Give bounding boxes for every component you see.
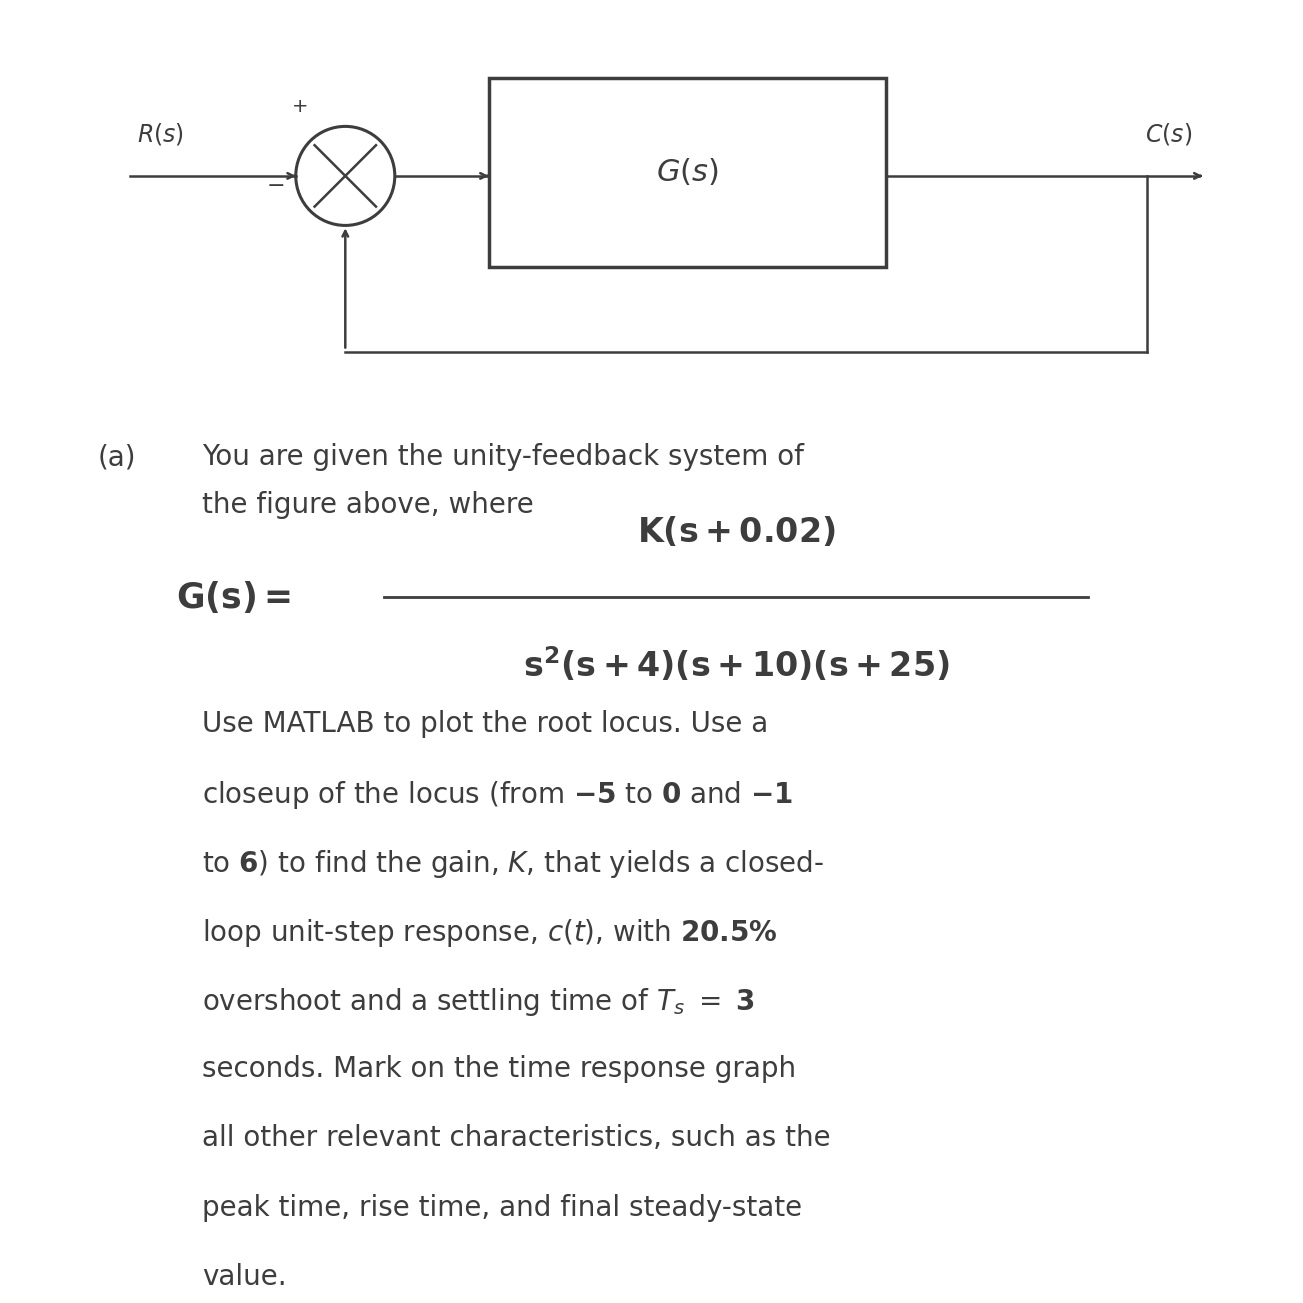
Text: the figure above, where: the figure above, where bbox=[202, 491, 534, 519]
Text: $C(s)$: $C(s)$ bbox=[1145, 121, 1192, 147]
Text: seconds. Mark on the time response graph: seconds. Mark on the time response graph bbox=[202, 1055, 796, 1083]
Text: loop unit-step response, $\mathit{c(t)}$, with $\mathbf{20.5\%}$: loop unit-step response, $\mathit{c(t)}$… bbox=[202, 917, 778, 950]
Text: +: + bbox=[292, 96, 308, 116]
Text: $R(s)$: $R(s)$ bbox=[137, 121, 184, 147]
Text: (a): (a) bbox=[98, 443, 137, 470]
Text: value.: value. bbox=[202, 1263, 287, 1290]
Bar bbox=[489, 78, 886, 267]
Text: peak time, rise time, and final steady-state: peak time, rise time, and final steady-s… bbox=[202, 1194, 803, 1221]
Text: You are given the unity-feedback system of: You are given the unity-feedback system … bbox=[202, 443, 804, 470]
Text: to $\mathbf{6}$) to find the gain, $\mathit{K}$, that yields a closed-: to $\mathbf{6}$) to find the gain, $\mat… bbox=[202, 848, 823, 881]
Text: −: − bbox=[267, 176, 285, 195]
Text: closeup of the locus (from $\mathbf{-5}$ to $\mathbf{0}$ and $\mathbf{-1}$: closeup of the locus (from $\mathbf{-5}$… bbox=[202, 779, 794, 812]
Text: overshoot and a settling time of $\mathit{T_s}$ $=$ $\mathbf{3}$: overshoot and a settling time of $\mathi… bbox=[202, 986, 754, 1019]
Text: all other relevant characteristics, such as the: all other relevant characteristics, such… bbox=[202, 1124, 830, 1152]
Text: $G(s)$: $G(s)$ bbox=[655, 158, 719, 188]
Text: Use MATLAB to plot the root locus. Use a: Use MATLAB to plot the root locus. Use a bbox=[202, 710, 769, 737]
Text: $\mathbf{K(s+0.02)}$: $\mathbf{K(s+0.02)}$ bbox=[637, 515, 835, 549]
Text: $\mathbf{s^2(s+4)(s+10)(s+25)}$: $\mathbf{s^2(s+4)(s+10)(s+25)}$ bbox=[523, 645, 950, 684]
Text: $\mathbf{G(s){=}}$: $\mathbf{G(s){=}}$ bbox=[176, 579, 291, 615]
